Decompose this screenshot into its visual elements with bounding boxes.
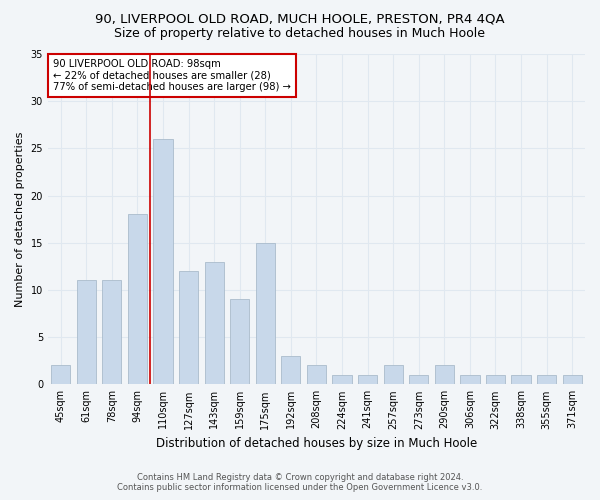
X-axis label: Distribution of detached houses by size in Much Hoole: Distribution of detached houses by size … — [156, 437, 477, 450]
Text: 90, LIVERPOOL OLD ROAD, MUCH HOOLE, PRESTON, PR4 4QA: 90, LIVERPOOL OLD ROAD, MUCH HOOLE, PRES… — [95, 12, 505, 26]
Bar — [409, 375, 428, 384]
Bar — [358, 375, 377, 384]
Bar — [435, 366, 454, 384]
Bar — [230, 300, 250, 384]
Bar — [77, 280, 96, 384]
Text: Size of property relative to detached houses in Much Hoole: Size of property relative to detached ho… — [115, 28, 485, 40]
Bar — [51, 366, 70, 384]
Bar — [486, 375, 505, 384]
Bar — [205, 262, 224, 384]
Y-axis label: Number of detached properties: Number of detached properties — [15, 132, 25, 307]
Bar — [460, 375, 479, 384]
Bar — [256, 242, 275, 384]
Bar — [563, 375, 582, 384]
Bar — [383, 366, 403, 384]
Bar — [128, 214, 147, 384]
Bar — [307, 366, 326, 384]
Bar — [281, 356, 301, 384]
Bar — [511, 375, 530, 384]
Text: Contains HM Land Registry data © Crown copyright and database right 2024.
Contai: Contains HM Land Registry data © Crown c… — [118, 473, 482, 492]
Bar — [537, 375, 556, 384]
Bar — [102, 280, 121, 384]
Bar — [179, 271, 198, 384]
Bar — [332, 375, 352, 384]
Bar — [154, 139, 173, 384]
Text: 90 LIVERPOOL OLD ROAD: 98sqm
← 22% of detached houses are smaller (28)
77% of se: 90 LIVERPOOL OLD ROAD: 98sqm ← 22% of de… — [53, 59, 291, 92]
